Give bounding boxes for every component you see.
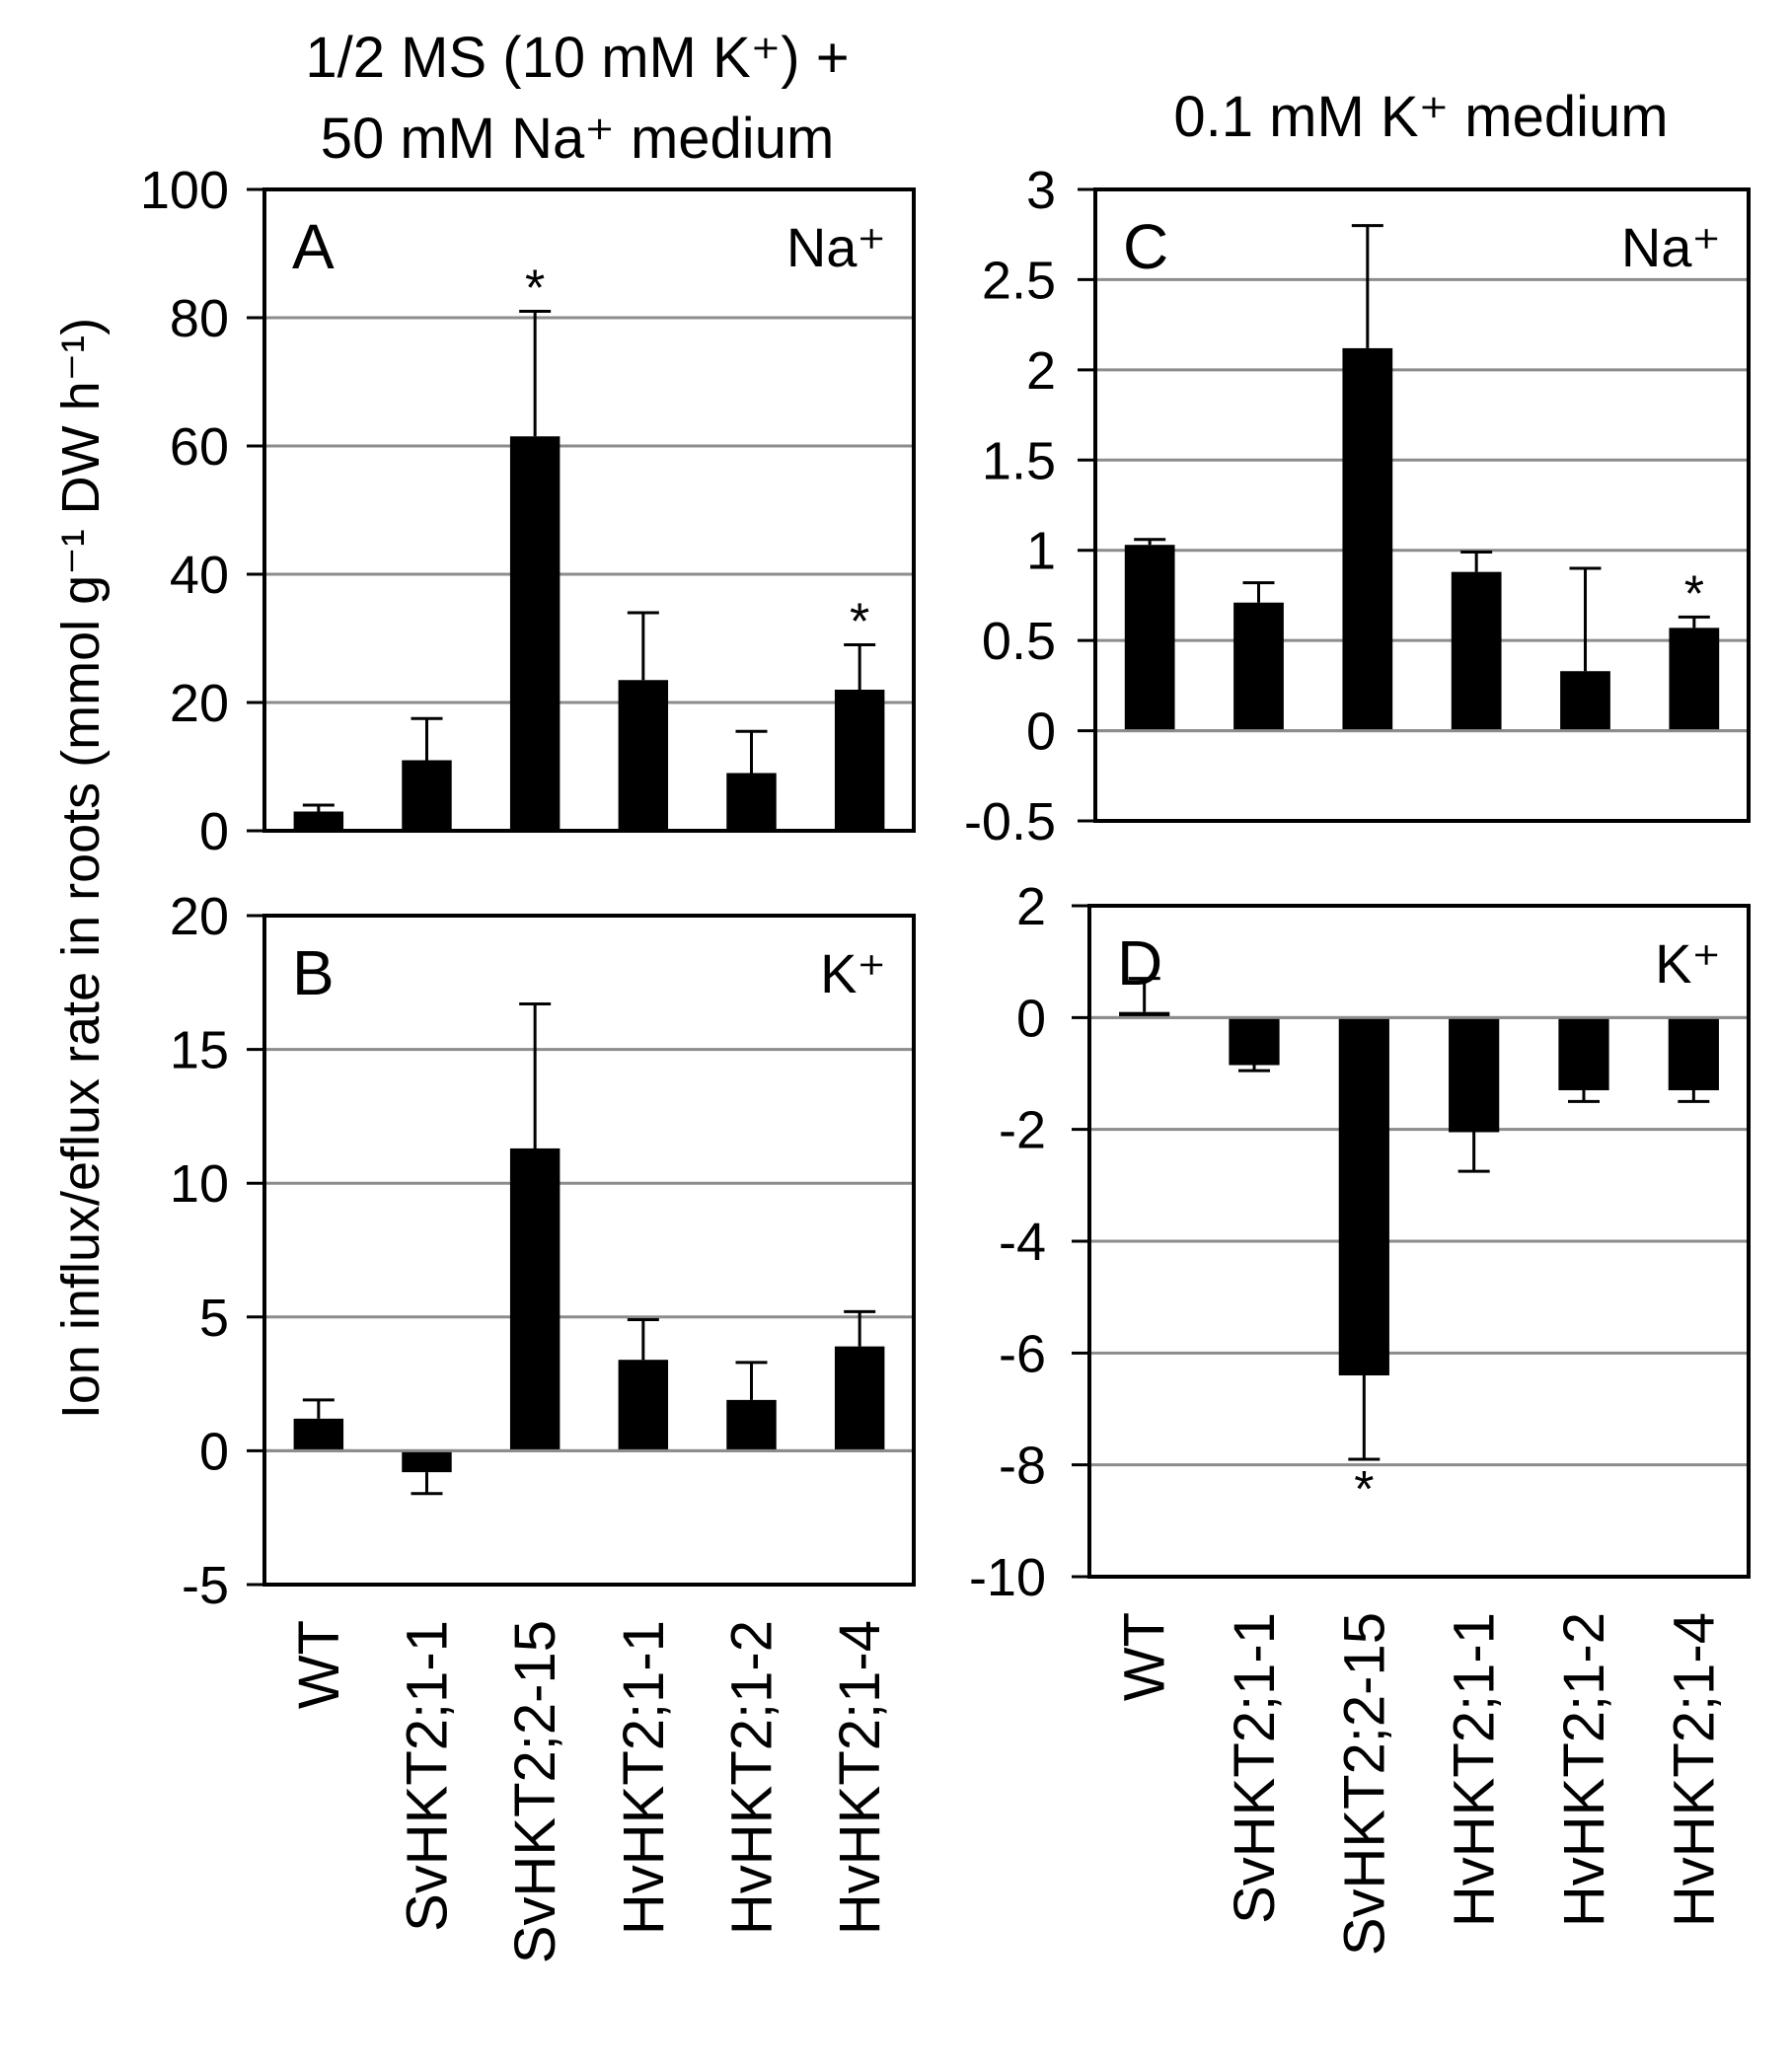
y-tick-label: 2 <box>1016 877 1046 936</box>
bar-svhkt2-2-15 <box>1342 347 1393 731</box>
category-label-hvhkt2-1-4: HvHKT2;1-4 <box>828 1620 892 1935</box>
panel-b: -5 0 5 10 15 20 B K⁺ WT SvHKT2;1-1 SvHKT2;2-15 HvHK… <box>170 887 916 1963</box>
category-label-hvhkt2-1-1: HvHKT2;1-1 <box>1443 1612 1507 1927</box>
ion-label: Na⁺ <box>1621 216 1721 278</box>
bar-svhkt2-1-1 <box>1229 1017 1280 1066</box>
ion-label: Na⁺ <box>786 216 886 278</box>
bar-hvhkt2-1-4 <box>1668 1017 1719 1090</box>
y-tick-label: 1 <box>1026 522 1056 581</box>
significance-marker: * <box>525 260 545 318</box>
bar-hvhkt2-1-1 <box>618 1360 669 1451</box>
category-label-svhkt2-1-1: SvHKT2;1-1 <box>396 1620 460 1932</box>
category-label-hvhkt2-1-2: HvHKT2;1-2 <box>720 1620 784 1935</box>
y-tick-label: -4 <box>999 1213 1046 1272</box>
y-tick-label: 5 <box>199 1289 229 1348</box>
category-label-svhkt2-2-15: SvHKT2;2-15 <box>503 1620 567 1963</box>
bar-wt <box>1124 545 1175 731</box>
bar-hvhkt2-1-2 <box>726 773 777 831</box>
y-tick-label: 20 <box>170 887 229 946</box>
bar-svhkt2-2-15 <box>1338 1017 1389 1375</box>
y-tick-label: 20 <box>170 674 229 733</box>
bar-svhkt2-2-15 <box>509 1147 560 1451</box>
y-tick-label: -0.5 <box>964 792 1056 851</box>
bar-hvhkt2-1-1 <box>1451 571 1502 731</box>
bar-wt <box>1119 1011 1170 1018</box>
y-tick-label: -2 <box>999 1101 1046 1160</box>
y-tick-label: 100 <box>140 161 229 220</box>
y-tick-label: 80 <box>170 289 229 348</box>
y-tick-label: -8 <box>999 1437 1046 1496</box>
left-column-title-line1: 1/2 MS (10 mM K⁺) + <box>305 26 849 90</box>
bar-hvhkt2-1-2 <box>726 1399 777 1451</box>
y-tick-label: 0 <box>1026 703 1056 762</box>
y-tick-label: 15 <box>170 1021 229 1080</box>
category-label-hvhkt2-1-1: HvHKT2;1-1 <box>612 1620 676 1935</box>
y-tick-label: 0 <box>199 1422 229 1481</box>
significance-marker: * <box>1354 1461 1374 1518</box>
plot-frame <box>262 187 916 833</box>
y-tick-label: 0.5 <box>982 612 1056 671</box>
y-axis-label: Ion influx/eflux rate in roots (mmol g⁻¹… <box>51 318 111 1419</box>
panel-label: B <box>292 937 335 1008</box>
bar-hvhkt2-1-4 <box>1669 628 1720 731</box>
significance-marker: * <box>1684 565 1704 623</box>
panel-a: 0 20 40 60 80 100 * * A Na⁺ <box>140 161 916 861</box>
panel-label: A <box>292 211 335 282</box>
bar-hvhkt2-1-1 <box>1449 1017 1500 1133</box>
category-label-wt: WT <box>1113 1612 1177 1701</box>
y-tick-label: 60 <box>170 417 229 477</box>
y-tick-label: 3 <box>1026 161 1056 220</box>
ion-label: K⁺ <box>1655 932 1721 995</box>
y-tick-label: 2.5 <box>982 251 1056 310</box>
bar-svhkt2-1-1 <box>402 1450 452 1473</box>
y-tick-label: -5 <box>182 1556 229 1615</box>
bar-hvhkt2-1-2 <box>1560 671 1610 731</box>
category-label-hvhkt2-1-4: HvHKT2;1-4 <box>1662 1612 1726 1927</box>
bar-wt <box>293 1418 344 1451</box>
y-tick-label: -10 <box>969 1548 1046 1607</box>
significance-marker: * <box>850 594 869 651</box>
y-tick-label: -6 <box>999 1324 1046 1383</box>
y-tick-label: 10 <box>170 1154 229 1214</box>
y-tick-label: 0 <box>199 802 229 861</box>
category-label-svhkt2-2-15: SvHKT2;2-15 <box>1332 1612 1396 1956</box>
category-label-wt: WT <box>287 1620 351 1709</box>
bar-svhkt2-2-15 <box>509 436 560 831</box>
bar-hvhkt2-1-4 <box>834 690 885 831</box>
bar-hvhkt2-1-1 <box>618 680 669 831</box>
bar-svhkt2-1-1 <box>1233 602 1284 731</box>
y-tick-label: 2 <box>1026 341 1056 401</box>
category-label-hvhkt2-1-2: HvHKT2;1-2 <box>1552 1612 1616 1927</box>
plot-frame <box>1087 904 1751 1579</box>
plot-frame <box>1093 187 1751 823</box>
panel-c: -0.5 0 0.5 1 1.5 2 2.5 3 * C Na⁺ <box>964 161 1751 851</box>
panel-label: D <box>1117 927 1162 999</box>
panel-label: C <box>1123 211 1168 282</box>
category-label-svhkt2-1-1: SvHKT2;1-1 <box>1223 1612 1287 1924</box>
left-column-title-line2: 50 mM Na⁺ medium <box>321 107 835 171</box>
plot-frame <box>262 914 916 1587</box>
bar-wt <box>293 811 344 831</box>
bar-hvhkt2-1-2 <box>1558 1017 1609 1090</box>
bar-svhkt2-1-1 <box>402 760 452 831</box>
y-tick-label: 40 <box>170 546 229 605</box>
y-tick-label: 1.5 <box>982 431 1056 490</box>
y-tick-label: 0 <box>1016 989 1046 1048</box>
right-column-title: 0.1 mM K⁺ medium <box>1173 85 1668 149</box>
ion-label: K⁺ <box>820 942 886 1004</box>
panel-d: -10 -8 -6 -4 -2 0 2 * D K⁺ WT SvHKT2;1-1 SvHKT2;2-15… <box>969 877 1751 1956</box>
bar-hvhkt2-1-4 <box>834 1346 885 1451</box>
